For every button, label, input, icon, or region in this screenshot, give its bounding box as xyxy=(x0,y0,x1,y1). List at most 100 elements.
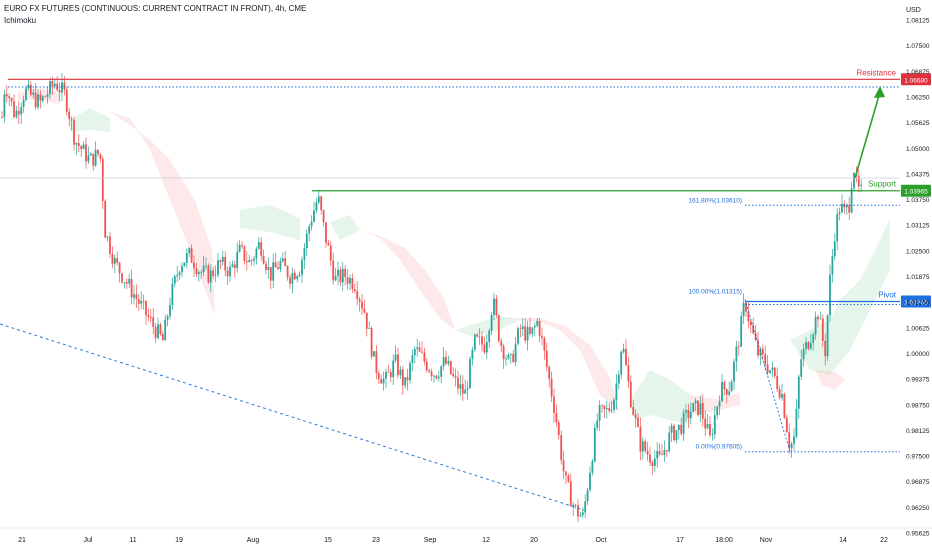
candle-body xyxy=(469,358,471,389)
y-tick-label: 1.04375 xyxy=(906,171,930,178)
candle-body xyxy=(553,396,555,413)
candle-body xyxy=(15,110,18,118)
candle-body xyxy=(349,277,351,284)
level-price-tag-label: 1.03965 xyxy=(904,189,928,196)
candle-body xyxy=(130,278,133,298)
candle-body xyxy=(188,248,191,254)
candle-body xyxy=(459,384,462,389)
candle-body xyxy=(805,341,807,350)
candle-body xyxy=(397,354,399,376)
candle-body xyxy=(721,382,723,402)
candle-body xyxy=(329,245,332,261)
target-arrow-shaft xyxy=(854,91,881,179)
candle-body xyxy=(365,312,368,329)
candle-body xyxy=(838,212,841,214)
candle-body xyxy=(567,475,570,482)
candle-body xyxy=(353,289,356,292)
candle-body xyxy=(404,377,407,386)
candle-body xyxy=(233,264,236,269)
ichimoku-cloud-10 xyxy=(790,218,890,375)
candle-body xyxy=(224,256,227,271)
candle-body xyxy=(421,351,423,353)
candle-body xyxy=(625,348,627,366)
candle-body xyxy=(461,384,464,394)
candle-body xyxy=(253,258,255,261)
candle-body xyxy=(245,261,248,263)
candle-body xyxy=(442,357,445,367)
candle-body xyxy=(183,262,186,267)
candle-body xyxy=(317,196,320,203)
candle-body xyxy=(490,315,493,331)
candle-body xyxy=(809,342,812,349)
candle-body xyxy=(286,266,289,278)
x-tick-label: 21 xyxy=(18,537,26,544)
candle-body xyxy=(8,96,11,99)
candle-body xyxy=(13,101,15,118)
candle-body xyxy=(221,256,224,262)
candle-body xyxy=(598,405,601,421)
x-tick-label: 17 xyxy=(676,537,684,544)
candle-body xyxy=(637,417,639,427)
ichimoku-cloud-3 xyxy=(240,205,300,240)
candle-body xyxy=(701,403,704,419)
candle-body xyxy=(757,339,759,356)
candle-body xyxy=(171,283,174,306)
candle-body xyxy=(337,269,339,276)
candle-body xyxy=(94,149,97,166)
candle-body xyxy=(339,269,342,283)
candle-body xyxy=(742,302,745,317)
target-arrow-head xyxy=(874,86,885,98)
candle-body xyxy=(661,454,663,456)
candle-body xyxy=(341,268,344,283)
candle-body xyxy=(214,274,217,276)
candle-body xyxy=(308,226,311,234)
candle-body xyxy=(629,381,632,408)
candle-body xyxy=(778,389,781,398)
candle-body xyxy=(413,348,416,356)
candle-body xyxy=(363,308,366,313)
candle-body xyxy=(745,302,747,312)
candle-body xyxy=(207,265,210,283)
candle-body xyxy=(723,382,726,390)
candle-body xyxy=(581,512,584,516)
candle-body xyxy=(610,409,613,411)
candle-body xyxy=(656,450,659,459)
candle-body xyxy=(41,96,44,101)
candle-body xyxy=(159,324,162,334)
candle-body xyxy=(394,354,397,361)
candle-body xyxy=(483,344,486,353)
candle-body xyxy=(289,277,291,284)
axis-currency-label: USD xyxy=(906,7,921,14)
candle-body xyxy=(493,298,495,316)
indicator-label: Ichimoku xyxy=(4,16,37,25)
candle-body xyxy=(848,204,851,213)
level-price-tag xyxy=(901,295,931,308)
candle-body xyxy=(437,376,440,379)
x-tick-label: Aug xyxy=(247,537,260,544)
candle-body xyxy=(212,270,215,276)
candle-body xyxy=(238,244,241,252)
fib-label: 0.00%(0.97605) xyxy=(696,444,742,451)
candle-body xyxy=(46,94,49,97)
candle-body xyxy=(197,272,200,275)
candle-body xyxy=(651,462,654,466)
candle-body xyxy=(63,82,66,90)
candle-body xyxy=(291,272,294,284)
candle-body xyxy=(58,90,61,93)
candle-body xyxy=(761,348,764,355)
candle-body xyxy=(500,341,503,346)
candle-body xyxy=(375,351,378,374)
candle-body xyxy=(77,143,80,147)
candle-body xyxy=(821,318,824,341)
candle-body xyxy=(836,213,839,242)
candle-body xyxy=(416,347,419,349)
candle-body xyxy=(512,354,515,362)
candle-body xyxy=(243,246,246,262)
candle-body xyxy=(668,432,671,452)
candle-body xyxy=(831,256,834,275)
candle-body xyxy=(713,415,716,435)
candle-body xyxy=(17,110,20,115)
level-price-tag-label: 1.01265 xyxy=(904,300,928,307)
candle-body xyxy=(140,300,143,304)
candle-body xyxy=(440,366,443,377)
